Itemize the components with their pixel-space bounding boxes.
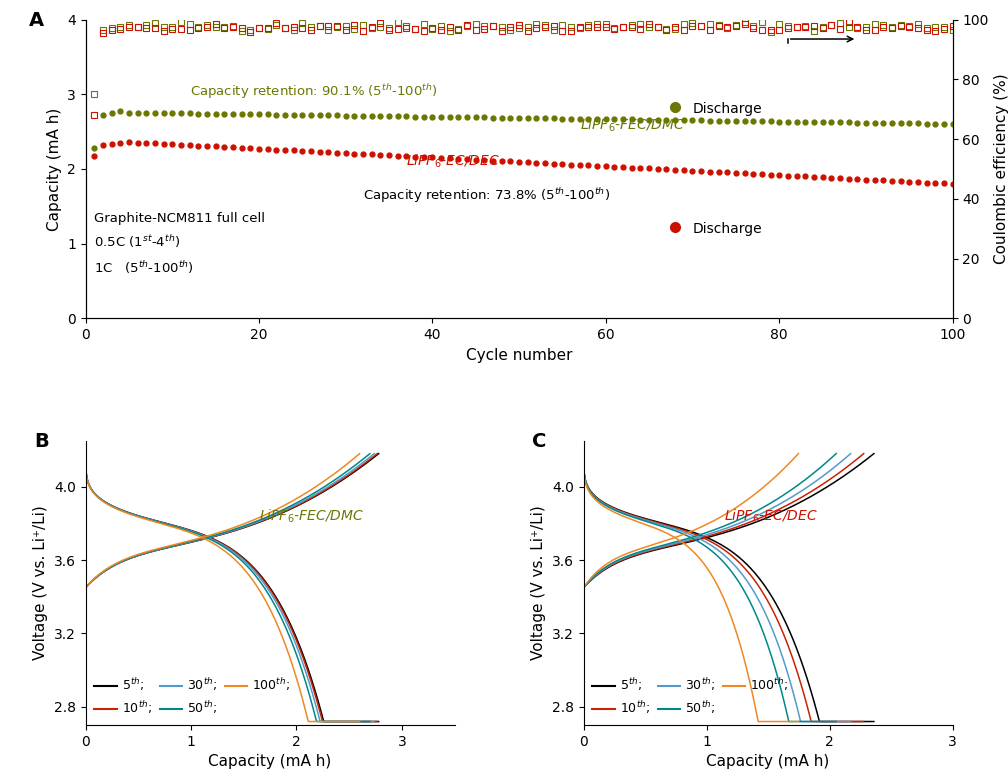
- Text: LiPF$_6$-FEC/DMC: LiPF$_6$-FEC/DMC: [259, 507, 364, 524]
- Text: Capacity retention: 73.8% (5$^{th}$-100$^{th}$): Capacity retention: 73.8% (5$^{th}$-100$…: [363, 187, 610, 205]
- Y-axis label: Voltage (V vs. Li⁺/Li): Voltage (V vs. Li⁺/Li): [531, 506, 546, 660]
- Text: Capacity retention: 90.1% (5$^{th}$-100$^{th}$): Capacity retention: 90.1% (5$^{th}$-100$…: [190, 82, 437, 101]
- Text: C: C: [532, 432, 546, 452]
- X-axis label: Cycle number: Cycle number: [466, 347, 573, 362]
- Y-axis label: Coulombic efficiency (%): Coulombic efficiency (%): [994, 74, 1008, 264]
- Text: LiPF$_6$-FEC/DMC: LiPF$_6$-FEC/DMC: [580, 116, 684, 134]
- Text: LiPF$_6$-EC/DEC: LiPF$_6$-EC/DEC: [406, 152, 500, 169]
- Text: LiPF$_6$-EC/DEC: LiPF$_6$-EC/DEC: [724, 507, 817, 524]
- X-axis label: Capacity (mA h): Capacity (mA h): [209, 754, 332, 769]
- X-axis label: Capacity (mA h): Capacity (mA h): [707, 754, 830, 769]
- Text: Graphite-NCM811 full cell
0.5C (1$^{st}$-4$^{th}$)
1C   (5$^{th}$-100$^{th}$): Graphite-NCM811 full cell 0.5C (1$^{st}$…: [95, 212, 265, 276]
- Text: B: B: [34, 432, 48, 452]
- Text: A: A: [29, 11, 44, 30]
- Text: Discharge: Discharge: [692, 223, 762, 237]
- Legend: 5$^{th}$;, 10$^{th}$;, 30$^{th}$;, 50$^{th}$;, 100$^{th}$;: 5$^{th}$;, 10$^{th}$;, 30$^{th}$;, 50$^{…: [92, 674, 292, 719]
- Y-axis label: Voltage (V vs. Li⁺/Li): Voltage (V vs. Li⁺/Li): [33, 506, 48, 660]
- Legend: 5$^{th}$;, 10$^{th}$;, 30$^{th}$;, 50$^{th}$;, 100$^{th}$;: 5$^{th}$;, 10$^{th}$;, 30$^{th}$;, 50$^{…: [590, 674, 790, 719]
- Text: Discharge: Discharge: [692, 102, 762, 116]
- Y-axis label: Capacity (mA h): Capacity (mA h): [46, 107, 61, 230]
